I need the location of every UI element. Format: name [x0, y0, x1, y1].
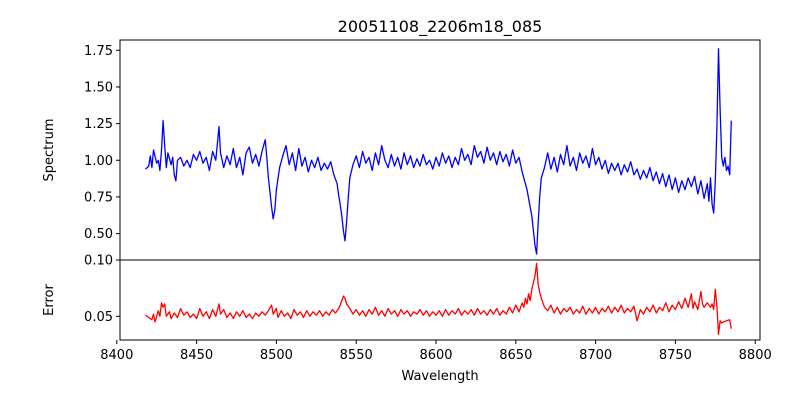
spectrum-y-tick-label: 1.00	[84, 154, 113, 169]
error-y-tick-label: 0.05	[84, 310, 113, 325]
error-panel: 0.05 0.10 Error 8400 8450 8500 8550 8600 8650 870…	[42, 254, 772, 364]
x-tick-label: 8600	[419, 348, 452, 363]
chart-title: 20051108_2206m18_085	[338, 17, 543, 37]
x-tick-label: 8500	[260, 348, 293, 363]
x-axis-label: Wavelength	[401, 369, 478, 384]
error-y-axis-label: Error	[42, 284, 57, 316]
spectrum-y-tick-label: 0.75	[84, 190, 113, 205]
x-tick-label: 8550	[340, 348, 373, 363]
x-tick-label: 8700	[579, 348, 612, 363]
spectrum-y-tick-label: 1.50	[84, 80, 113, 95]
x-tick-label: 8800	[739, 348, 772, 363]
x-tick-label: 8450	[180, 348, 213, 363]
spectrum-panel: 0.50 0.75 1.00 1.25 1.50 1.75 Spectrum	[42, 39, 761, 261]
error-axes-frame	[119, 259, 761, 341]
spectrum-axes-frame	[119, 39, 761, 261]
x-tick-label: 8750	[659, 348, 692, 363]
error-series-line	[145, 262, 732, 336]
error-y-tick-label: 0.10	[84, 254, 113, 269]
x-tick-label: 8650	[499, 348, 532, 363]
spectrum-y-tick-label: 0.50	[84, 227, 113, 242]
spectrum-series-line	[145, 48, 732, 255]
spectrum-y-tick-label: 1.75	[84, 44, 113, 59]
spectrum-y-tick-label: 1.25	[84, 117, 113, 132]
spectrum-y-axis-label: Spectrum	[42, 119, 57, 182]
x-tick-label: 8400	[100, 348, 133, 363]
